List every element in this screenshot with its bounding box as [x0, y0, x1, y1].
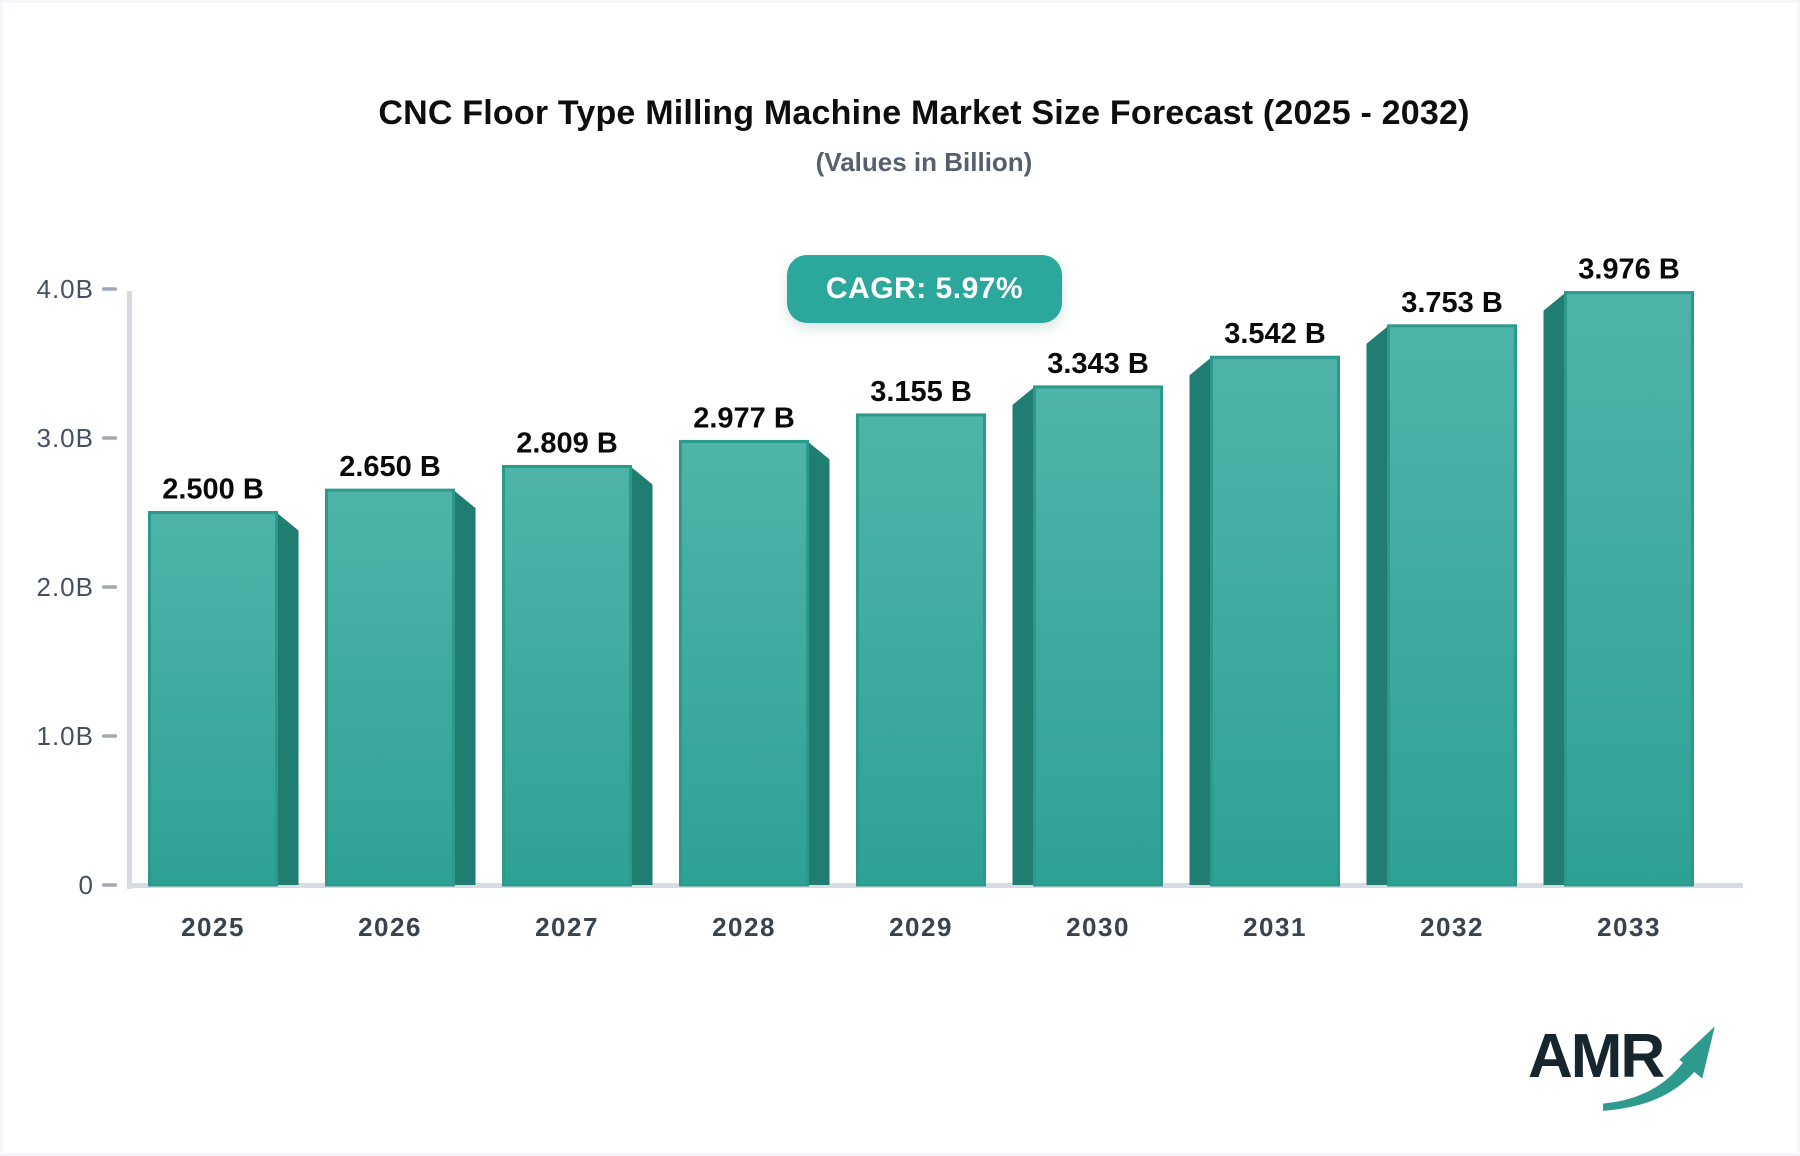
bar-value-label: 2.500 B: [162, 474, 264, 506]
bar-side-panel: [630, 466, 653, 885]
y-tick-label: 3.0B: [37, 423, 95, 453]
x-tick-label: 2028: [712, 912, 776, 942]
amr-logo-text: AMR: [1528, 1022, 1665, 1091]
y-tick-dash: [102, 734, 117, 738]
chart-subtitle: (Values in Billion): [815, 147, 1033, 177]
bar-value-label: 3.343 B: [1047, 348, 1149, 380]
bar-value-label: 3.155 B: [870, 376, 972, 408]
bar-group: 3.155 B: [856, 376, 986, 887]
x-tick-label: 2025: [181, 912, 245, 942]
bar-side-panel: [1366, 325, 1389, 886]
bar-group: 2.809 B: [502, 427, 653, 887]
x-tick-label: 2031: [1243, 912, 1307, 942]
bar-face: [1564, 291, 1694, 887]
bar-face: [856, 413, 986, 887]
y-tick-dash: [102, 287, 117, 291]
bar-group: 2.500 B: [148, 474, 299, 887]
bar-group: 3.976 B: [1543, 254, 1694, 887]
bar-value-label: 3.542 B: [1224, 318, 1326, 350]
cagr-badge-label: CAGR: 5.97%: [825, 272, 1024, 305]
bar-side-panel: [1189, 357, 1212, 885]
y-tick-label: 4.0B: [37, 274, 95, 304]
bar-face: [148, 511, 278, 887]
chart-header: CNC Floor Type Milling Machine Market Si…: [46, 94, 1800, 178]
bar-value-label: 3.753 B: [1401, 287, 1503, 319]
chart-title: CNC Floor Type Milling Machine Market Si…: [378, 94, 1470, 132]
bar-face: [325, 488, 455, 887]
bar-face: [679, 439, 809, 887]
y-tick-dash: [102, 883, 117, 887]
bar-group: 3.343 B: [1012, 348, 1163, 887]
bar-side-panel: [276, 512, 299, 885]
bar-group: 3.753 B: [1366, 287, 1517, 887]
growth-arrow-icon: [1603, 1026, 1715, 1111]
y-tick-label: 0: [79, 870, 94, 900]
y-tick-label: 1.0B: [37, 721, 95, 751]
bar-face: [1210, 355, 1340, 887]
bar-value-label: 2.977 B: [693, 402, 795, 434]
bar-side-panel: [1012, 386, 1035, 885]
x-tick-label: 2030: [1066, 912, 1130, 942]
x-tick-label: 2026: [358, 912, 422, 942]
x-tick-label: 2032: [1420, 912, 1484, 942]
bar-value-label: 2.650 B: [339, 451, 441, 483]
bar-group: 2.650 B: [325, 451, 476, 887]
y-tick-dash: [102, 436, 117, 440]
bar-side-panel: [807, 441, 830, 885]
bar-value-label: 2.809 B: [516, 427, 618, 459]
x-tick-label: 2033: [1597, 912, 1661, 942]
x-tick-label: 2029: [889, 912, 953, 942]
bar-face: [1387, 324, 1517, 887]
bar-face: [502, 464, 632, 887]
y-tick-dash: [102, 585, 117, 589]
bar-face: [1033, 385, 1163, 887]
y-axis-line: [127, 291, 132, 889]
amr-logo: AMR: [1528, 1026, 1718, 1126]
y-tick-label: 2.0B: [37, 572, 95, 602]
bar-value-label: 3.976 B: [1578, 254, 1680, 286]
bar-group: 3.542 B: [1189, 318, 1340, 887]
bar-side-panel: [453, 490, 476, 885]
x-tick-label: 2027: [535, 912, 599, 942]
bar-side-panel: [1543, 292, 1566, 885]
bar-group: 2.977 B: [679, 402, 830, 887]
cagr-badge: CAGR: 5.97%: [787, 255, 1062, 323]
